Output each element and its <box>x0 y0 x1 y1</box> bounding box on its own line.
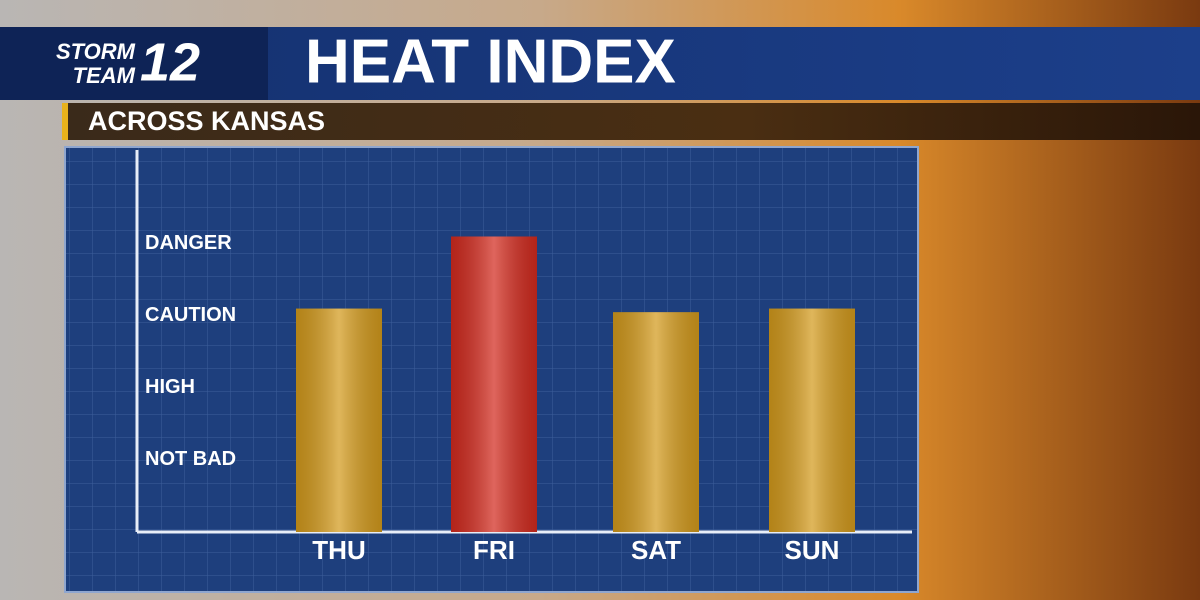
title: HEAT INDEX <box>305 27 676 96</box>
x-tick-label: FRI <box>473 535 515 565</box>
subtitle-bar <box>62 103 1200 140</box>
bar-shine <box>613 312 699 532</box>
x-tick-label: SAT <box>631 535 681 565</box>
x-tick-label: SUN <box>785 535 840 565</box>
logo-number: 12 <box>140 32 200 92</box>
y-tick-label: NOT BAD <box>145 448 236 470</box>
y-tick-label: DANGER <box>145 232 232 254</box>
bar-shine <box>451 236 537 532</box>
bar-shine <box>296 308 382 532</box>
logo-text: STORM <box>56 39 136 64</box>
logo-text: TEAM <box>73 63 136 88</box>
bar-shine <box>769 308 855 532</box>
accent-stripe <box>62 103 68 140</box>
x-tick-label: THU <box>312 535 365 565</box>
y-tick-label: HIGH <box>145 376 195 398</box>
logo-box <box>0 27 268 100</box>
y-tick-label: CAUTION <box>145 304 236 326</box>
subtitle: ACROSS KANSAS <box>88 106 325 136</box>
